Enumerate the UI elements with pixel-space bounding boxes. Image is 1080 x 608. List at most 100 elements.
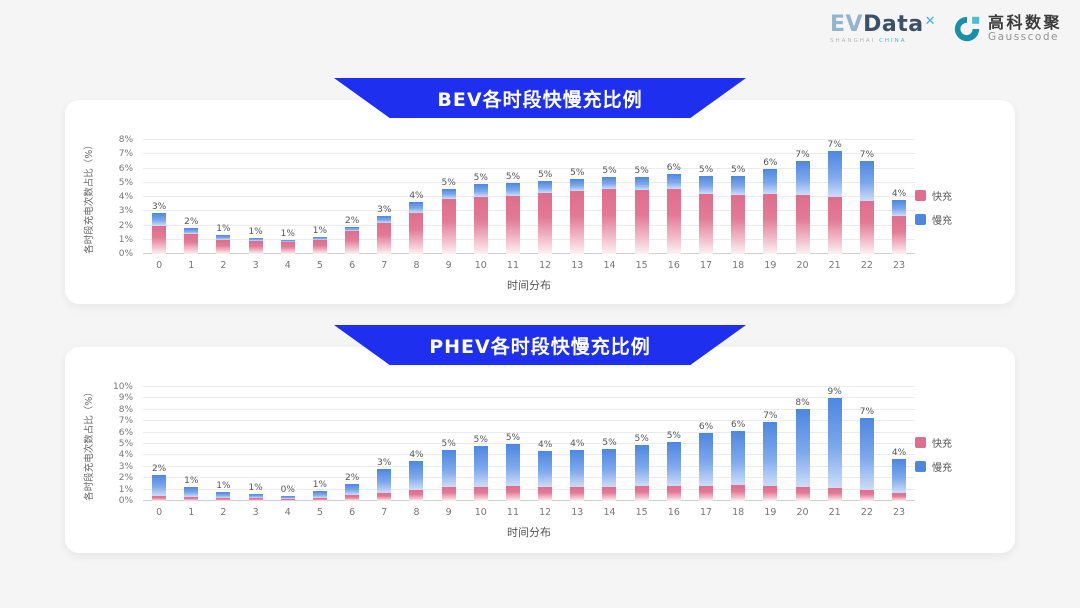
bar-group[interactable]: 1% <box>240 387 272 501</box>
slow-charge-segment[interactable] <box>505 444 520 487</box>
slow-charge-segment[interactable] <box>248 494 263 499</box>
fast-charge-segment[interactable] <box>409 490 424 501</box>
slow-charge-segment[interactable] <box>699 176 713 195</box>
bar-group[interactable]: 5% <box>593 140 625 254</box>
bar-group[interactable]: 3% <box>368 140 400 254</box>
fast-charge-segment[interactable] <box>473 486 488 501</box>
bar-group[interactable]: 5% <box>626 140 658 254</box>
slow-charge-segment[interactable] <box>184 228 199 235</box>
bar-group[interactable]: 5% <box>722 140 754 254</box>
slow-charge-segment[interactable] <box>602 448 617 487</box>
bar-group[interactable]: 5% <box>593 387 625 501</box>
bar-group[interactable]: 4% <box>529 387 561 501</box>
slow-charge-segment[interactable] <box>216 491 231 498</box>
fast-charge-segment[interactable] <box>602 486 617 501</box>
fast-charge-segment[interactable] <box>570 486 585 501</box>
bar-group[interactable]: 8% <box>786 387 818 501</box>
fast-charge-segment[interactable] <box>699 486 713 501</box>
bar-group[interactable]: 2% <box>336 387 368 501</box>
fast-charge-segment[interactable] <box>441 199 456 254</box>
bar-group[interactable]: 4% <box>561 387 593 501</box>
fast-charge-segment[interactable] <box>666 189 681 254</box>
fast-charge-segment[interactable] <box>859 490 874 501</box>
bar-group[interactable]: 7% <box>786 140 818 254</box>
fast-charge-segment[interactable] <box>409 212 424 254</box>
slow-charge-segment[interactable] <box>731 176 746 195</box>
bar-group[interactable]: 3% <box>143 140 175 254</box>
fast-charge-segment[interactable] <box>699 194 713 254</box>
bar-group[interactable]: 1% <box>207 387 239 501</box>
slow-charge-segment[interactable] <box>312 491 327 498</box>
bar-group[interactable]: 6% <box>690 387 722 501</box>
bar-group[interactable]: 2% <box>175 140 207 254</box>
slow-charge-segment[interactable] <box>763 169 778 195</box>
slow-charge-segment[interactable] <box>699 432 713 487</box>
bar-group[interactable]: 1% <box>304 140 336 254</box>
fast-charge-segment[interactable] <box>280 498 295 501</box>
slow-charge-segment[interactable] <box>666 441 681 486</box>
bar-group[interactable]: 4% <box>400 140 432 254</box>
fast-charge-segment[interactable] <box>731 485 746 501</box>
bar-group[interactable]: 9% <box>819 387 851 501</box>
fast-charge-segment[interactable] <box>345 231 360 254</box>
fast-charge-segment[interactable] <box>859 201 874 254</box>
fast-charge-segment[interactable] <box>634 485 649 501</box>
bar-group[interactable]: 6% <box>754 140 786 254</box>
fast-charge-segment[interactable] <box>892 216 907 254</box>
fast-charge-segment[interactable] <box>312 239 327 254</box>
fast-charge-segment[interactable] <box>795 194 810 254</box>
bar-group[interactable]: 5% <box>433 140 465 254</box>
fast-charge-segment[interactable] <box>892 493 907 501</box>
slow-charge-segment[interactable] <box>216 235 231 240</box>
bar-group[interactable]: 7% <box>851 140 883 254</box>
bar-group[interactable]: 5% <box>626 387 658 501</box>
bar-group[interactable]: 2% <box>143 387 175 501</box>
fast-charge-segment[interactable] <box>538 192 553 254</box>
bar-group[interactable]: 5% <box>690 140 722 254</box>
fast-charge-segment[interactable] <box>280 241 295 254</box>
fast-charge-segment[interactable] <box>184 234 199 254</box>
bar-group[interactable]: 2% <box>336 140 368 254</box>
slow-charge-segment[interactable] <box>409 460 424 491</box>
fast-charge-segment[interactable] <box>152 495 167 501</box>
fast-charge-segment[interactable] <box>763 485 778 501</box>
bar-group[interactable]: 7% <box>754 387 786 501</box>
fast-charge-segment[interactable] <box>827 197 842 254</box>
bar-group[interactable]: 4% <box>883 387 915 501</box>
slow-charge-segment[interactable] <box>827 151 842 197</box>
fast-charge-segment[interactable] <box>505 195 520 254</box>
slow-charge-segment[interactable] <box>280 240 295 242</box>
slow-charge-segment[interactable] <box>152 212 167 227</box>
fast-charge-segment[interactable] <box>827 487 842 501</box>
bar-group[interactable]: 1% <box>175 387 207 501</box>
bar-group[interactable]: 3% <box>368 387 400 501</box>
slow-charge-segment[interactable] <box>731 431 746 486</box>
fast-charge-segment[interactable] <box>763 194 778 254</box>
slow-charge-segment[interactable] <box>859 417 874 491</box>
fast-charge-segment[interactable] <box>570 191 585 254</box>
slow-charge-segment[interactable] <box>184 487 199 498</box>
bar-group[interactable]: 5% <box>465 387 497 501</box>
slow-charge-segment[interactable] <box>795 408 810 487</box>
bar-group[interactable]: 7% <box>851 387 883 501</box>
slow-charge-segment[interactable] <box>634 445 649 486</box>
bar-group[interactable]: 5% <box>497 387 529 501</box>
slow-charge-segment[interactable] <box>248 238 263 242</box>
bar-group[interactable]: 5% <box>433 387 465 501</box>
fast-charge-segment[interactable] <box>377 493 392 501</box>
legend-item[interactable]: 慢充 <box>915 459 1001 474</box>
slow-charge-segment[interactable] <box>345 483 360 495</box>
slow-charge-segment[interactable] <box>538 450 553 488</box>
fast-charge-segment[interactable] <box>634 189 649 254</box>
fast-charge-segment[interactable] <box>312 497 327 501</box>
bar-group[interactable]: 1% <box>304 387 336 501</box>
bar-group[interactable]: 6% <box>658 140 690 254</box>
slow-charge-segment[interactable] <box>763 422 778 486</box>
slow-charge-segment[interactable] <box>473 446 488 487</box>
bar-group[interactable]: 1% <box>207 140 239 254</box>
bar-group[interactable]: 1% <box>240 140 272 254</box>
legend-item[interactable]: 快充 <box>915 435 1001 450</box>
fast-charge-segment[interactable] <box>505 486 520 501</box>
bar-group[interactable]: 6% <box>722 387 754 501</box>
bar-group[interactable]: 0% <box>272 387 304 501</box>
